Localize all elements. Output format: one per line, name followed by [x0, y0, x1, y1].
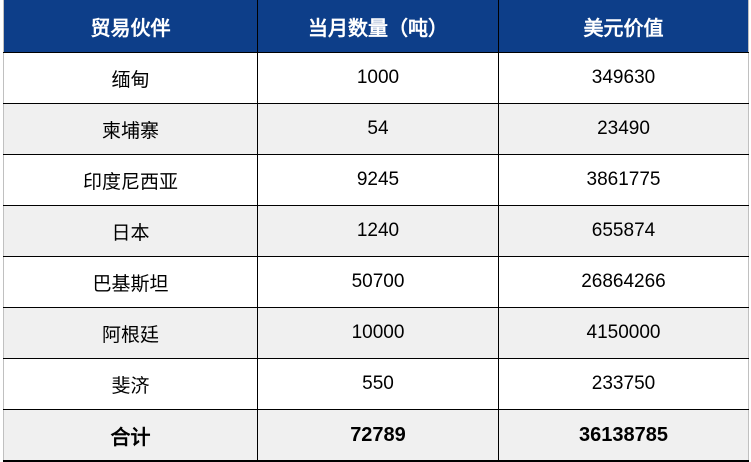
total-row: 合计 72789 36138785: [3, 409, 749, 462]
partner-cell: 巴基斯坦: [3, 256, 258, 308]
quantity-cell: 550: [257, 358, 499, 410]
quantity-cell: 1000: [257, 52, 499, 104]
table-footer: 合计 72789 36138785: [3, 409, 749, 462]
total-label-cell: 合计: [3, 409, 258, 462]
partner-cell: 印度尼西亚: [3, 154, 258, 206]
page: 贸易伙伴 当月数量（吨） 美元价值 缅甸 1000 349630 柬埔寨 54 …: [3, 0, 749, 462]
value-cell: 349630: [498, 52, 749, 104]
table-header: 贸易伙伴 当月数量（吨） 美元价值: [3, 0, 749, 53]
value-cell: 4150000: [498, 307, 749, 359]
value-cell: 23490: [498, 103, 749, 155]
trade-table: 贸易伙伴 当月数量（吨） 美元价值 缅甸 1000 349630 柬埔寨 54 …: [3, 0, 749, 462]
value-cell: 233750: [498, 358, 749, 410]
partner-cell: 日本: [3, 205, 258, 257]
table-row: 日本 1240 655874: [3, 205, 749, 257]
partner-cell: 斐济: [3, 358, 258, 410]
quantity-cell: 9245: [257, 154, 499, 206]
quantity-cell: 10000: [257, 307, 499, 359]
column-header-partner: 贸易伙伴: [3, 0, 258, 53]
table-row: 斐济 550 233750: [3, 358, 749, 410]
quantity-cell: 1240: [257, 205, 499, 257]
value-cell: 26864266: [498, 256, 749, 308]
total-quantity-cell: 72789: [257, 409, 499, 462]
table-row: 柬埔寨 54 23490: [3, 103, 749, 155]
table-row: 阿根廷 10000 4150000: [3, 307, 749, 359]
partner-cell: 柬埔寨: [3, 103, 258, 155]
table-row: 缅甸 1000 349630: [3, 52, 749, 104]
value-cell: 655874: [498, 205, 749, 257]
table-row: 印度尼西亚 9245 3861775: [3, 154, 749, 206]
quantity-cell: 54: [257, 103, 499, 155]
table-body: 缅甸 1000 349630 柬埔寨 54 23490 印度尼西亚 9245 3…: [3, 52, 749, 410]
partner-cell: 缅甸: [3, 52, 258, 104]
header-row: 贸易伙伴 当月数量（吨） 美元价值: [3, 0, 749, 53]
partner-cell: 阿根廷: [3, 307, 258, 359]
total-value-cell: 36138785: [498, 409, 749, 462]
quantity-cell: 50700: [257, 256, 499, 308]
column-header-quantity: 当月数量（吨）: [257, 0, 499, 53]
column-header-value: 美元价值: [498, 0, 749, 53]
value-cell: 3861775: [498, 154, 749, 206]
table-row: 巴基斯坦 50700 26864266: [3, 256, 749, 308]
